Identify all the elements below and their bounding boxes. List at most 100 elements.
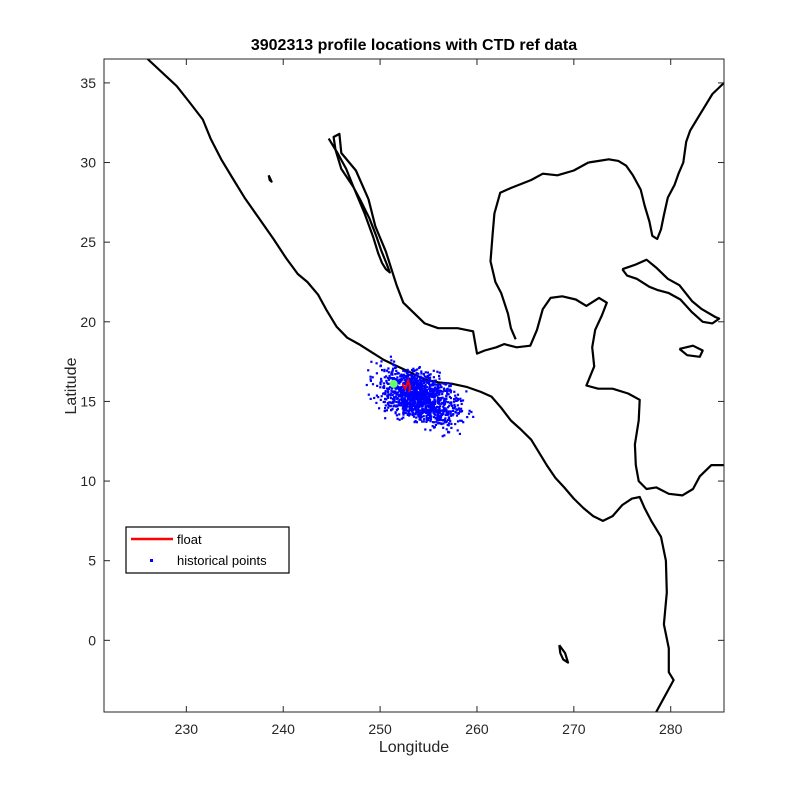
- historical-point: [457, 412, 460, 415]
- historical-point: [413, 421, 416, 424]
- historical-point: [424, 386, 427, 389]
- historical-point: [451, 414, 454, 417]
- historical-point: [424, 383, 427, 386]
- historical-point: [410, 374, 413, 377]
- coastline: [588, 82, 724, 241]
- historical-point: [385, 375, 388, 378]
- historical-point: [378, 407, 381, 410]
- historical-point: [399, 375, 402, 378]
- historical-point: [446, 390, 449, 393]
- historical-point: [396, 396, 399, 400]
- historical-point: [425, 419, 429, 422]
- historical-point: [438, 401, 441, 404]
- historical-point: [442, 387, 445, 390]
- historical-point: [414, 369, 417, 372]
- historical-point: [404, 391, 407, 394]
- historical-point: [443, 404, 446, 407]
- historical-point: [453, 406, 456, 409]
- historical-point: [472, 415, 475, 418]
- historical-point: [369, 375, 372, 378]
- historical-point: [387, 382, 390, 385]
- historical-point: [437, 418, 441, 421]
- historical-point: [389, 401, 392, 404]
- historical-point: [426, 392, 430, 395]
- historical-point: [385, 409, 388, 412]
- historical-point: [400, 385, 403, 388]
- historical-point: [419, 414, 422, 417]
- historical-point: [391, 408, 394, 411]
- historical-point: [425, 385, 428, 388]
- historical-point: [422, 411, 425, 414]
- historical-point: [442, 422, 445, 425]
- historical-point: [400, 373, 403, 376]
- historical-point: [455, 408, 459, 411]
- historical-point: [414, 394, 417, 397]
- historical-point: [445, 388, 448, 391]
- historical-point: [409, 401, 412, 404]
- historical-point: [402, 392, 405, 396]
- historical-point: [432, 390, 435, 393]
- historical-point: [420, 379, 424, 383]
- historical-point: [396, 387, 399, 390]
- historical-point: [384, 407, 387, 410]
- historical-point: [413, 375, 416, 378]
- historical-point: [415, 403, 418, 406]
- historical-point: [393, 396, 396, 399]
- historical-point: [396, 417, 399, 420]
- historical-point: [411, 378, 414, 381]
- historical-point: [416, 393, 419, 396]
- historical-point: [390, 389, 393, 392]
- historical-point: [402, 411, 405, 415]
- historical-point: [401, 385, 404, 388]
- historical-point: [383, 392, 387, 396]
- historical-point: [417, 383, 420, 386]
- historical-point: [408, 413, 411, 416]
- historical-point: [422, 402, 425, 405]
- historical-point: [412, 409, 415, 412]
- historical-point: [404, 407, 407, 410]
- historical-point: [449, 383, 453, 386]
- historical-point: [417, 400, 420, 403]
- historical-point: [388, 374, 391, 378]
- historical-point: [365, 383, 368, 387]
- historical-point: [425, 411, 428, 414]
- historical-point: [454, 410, 457, 414]
- historical-point: [423, 401, 426, 404]
- historical-point: [414, 378, 417, 381]
- historical-point: [391, 400, 395, 403]
- historical-point: [414, 405, 417, 408]
- historical-point: [419, 409, 422, 412]
- historical-point: [446, 382, 449, 385]
- historical-point: [418, 392, 421, 395]
- historical-point: [380, 360, 383, 363]
- historical-point: [453, 398, 456, 401]
- historical-point: [442, 419, 445, 422]
- historical-point: [428, 382, 431, 385]
- historical-point: [448, 404, 451, 407]
- historical-point: [437, 415, 440, 418]
- historical-point: [431, 384, 434, 387]
- historical-point: [422, 382, 425, 385]
- x-tick-label: 250: [368, 721, 392, 737]
- historical-point: [406, 397, 409, 400]
- historical-point: [449, 414, 453, 417]
- historical-point: [387, 402, 390, 405]
- historical-point: [400, 392, 403, 395]
- historical-point: [402, 369, 405, 372]
- historical-point: [419, 389, 422, 392]
- historical-point: [447, 416, 450, 419]
- historical-point: [404, 370, 407, 373]
- historical-point: [427, 417, 430, 420]
- historical-point: [400, 398, 403, 401]
- historical-point: [436, 396, 440, 399]
- historical-point: [416, 386, 419, 389]
- historical-point: [456, 404, 459, 407]
- historical-point: [447, 406, 450, 409]
- historical-point: [390, 392, 393, 395]
- historical-point: [384, 404, 387, 407]
- historical-point: [384, 397, 387, 400]
- historical-point: [448, 395, 451, 399]
- historical-point: [419, 418, 422, 421]
- historical-point: [445, 397, 448, 401]
- historical-point: [447, 413, 450, 416]
